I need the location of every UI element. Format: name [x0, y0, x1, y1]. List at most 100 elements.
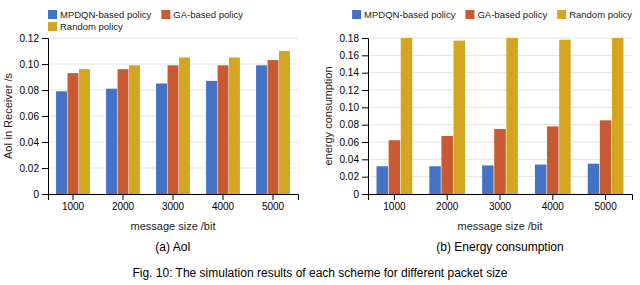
legend-item: GA-based policy: [161, 9, 243, 20]
x-tick-mark: [273, 194, 274, 200]
x-tick-mark: [605, 194, 606, 200]
y-tick: 0.08: [340, 119, 368, 130]
x-axis: 1000 2000 3000 4000 5000: [49, 194, 299, 212]
bar: [535, 165, 547, 194]
x-axis: 10002000300040005000: [369, 194, 633, 212]
bar: [547, 126, 559, 194]
y-axis: 00.020.040.060.080.100.120.140.160.18: [340, 33, 369, 200]
y-tick: 0.16: [340, 50, 368, 61]
legend: MPDQN-based policy GA-based policy Random …: [352, 9, 632, 20]
grid: [48, 38, 298, 194]
y-tick-mark: [362, 73, 368, 74]
bar: [279, 51, 290, 194]
y-axis-title: AoI in Receiver /s: [2, 72, 14, 159]
y-tick: 0.06: [340, 137, 368, 148]
bars: [377, 38, 624, 194]
panel-title: (a) AoI: [155, 240, 190, 254]
bar: [389, 140, 401, 194]
y-tick-label: 0.12: [20, 33, 40, 44]
y-tick-label: 0.04: [340, 154, 360, 165]
legend-label: Random policy: [60, 21, 123, 32]
x-tick-label: 1000: [62, 201, 85, 212]
legend-item: GA-based policy: [465, 9, 547, 20]
bar: [129, 65, 140, 194]
legend-swatch: [161, 10, 170, 19]
bar: [588, 164, 600, 194]
y-tick: 0.06: [20, 111, 48, 122]
legend-swatch: [48, 22, 57, 31]
y-tick-mark: [362, 142, 368, 143]
x-tick: 4000: [212, 194, 235, 212]
x-axis-title: message size /bit: [131, 220, 216, 232]
bar: [168, 65, 179, 194]
y-tick-mark: [42, 116, 48, 117]
y-tick-mark: [42, 168, 48, 169]
y-tick-label: 0.16: [340, 50, 360, 61]
bar: [118, 69, 129, 194]
x-tick: 5000: [262, 194, 285, 212]
x-axis-line: [369, 195, 633, 201]
y-tick-mark: [42, 90, 48, 91]
figure: MPDQN-based policy GA-based policy Random …: [0, 0, 640, 285]
y-tick: 0.08: [20, 85, 48, 96]
y-tick-mark: [42, 64, 48, 65]
bar-series: [79, 51, 290, 194]
bar-series: [389, 120, 612, 194]
x-tick-label: 2000: [112, 201, 135, 212]
x-tick-mark: [173, 194, 174, 200]
y-tick-mark: [42, 142, 48, 143]
bar: [494, 129, 506, 194]
grid-line: [48, 38, 298, 39]
bar: [377, 166, 389, 194]
y-tick-label: 0: [353, 189, 359, 200]
x-tick: 3000: [162, 194, 185, 212]
x-tick: 2000: [436, 194, 459, 212]
legend-swatch: [48, 10, 57, 19]
y-tick-label: 0.06: [340, 137, 360, 148]
x-tick-mark: [394, 194, 395, 200]
legend-label: GA-based policy: [173, 9, 243, 20]
y-axis-line: [362, 39, 369, 195]
legend-label: MPDQN-based policy: [364, 9, 456, 20]
bars: [56, 51, 290, 194]
x-tick-mark: [123, 194, 124, 200]
legend-item: Random policy: [557, 9, 632, 20]
x-tick-mark: [500, 194, 501, 200]
bar: [482, 165, 494, 194]
bar: [229, 58, 240, 195]
x-tick-label: 5000: [594, 201, 617, 212]
y-tick-label: 0.10: [20, 59, 40, 70]
y-axis-title: energy consumption: [322, 66, 334, 165]
y-tick: 0.04: [340, 154, 368, 165]
x-tick-mark: [73, 194, 74, 200]
legend-item: MPDQN-based policy: [48, 9, 152, 20]
y-tick-mark: [362, 177, 368, 178]
y-tick-label: 0.10: [340, 102, 360, 113]
bar: [268, 60, 279, 194]
y-tick: 0.10: [20, 59, 48, 70]
x-axis-title: message size /bit: [458, 220, 543, 232]
legend-swatch: [557, 10, 566, 19]
legend: MPDQN-based policy GA-based policy Random …: [48, 9, 243, 32]
chart-panel: 1000200030004000500000.020.040.060.080.1…: [322, 33, 633, 254]
y-tick-label: 0.08: [20, 85, 40, 96]
bar-series: [68, 60, 279, 194]
y-tick-mark: [362, 107, 368, 108]
y-tick-label: 0.14: [340, 67, 360, 78]
bar-series: [401, 38, 624, 194]
y-tick: 0: [33, 189, 48, 200]
x-tick-label: 4000: [212, 201, 235, 212]
x-tick: 4000: [542, 194, 565, 212]
grid: [368, 38, 632, 194]
bar: [441, 136, 453, 194]
bar: [600, 120, 612, 194]
y-tick-label: 0.02: [340, 171, 360, 182]
x-tick: 1000: [62, 194, 85, 212]
y-tick-label: 0.04: [20, 137, 40, 148]
bar: [454, 41, 466, 194]
y-tick-label: 0.12: [340, 85, 360, 96]
legend-label: MPDQN-based policy: [60, 9, 152, 20]
y-tick: 0.02: [20, 163, 48, 174]
chart-panel: 1000 2000 3000 4000 5000 0 0.02 0.04 0.06 0.08 0.1…: [2, 33, 299, 254]
y-tick-label: 0.02: [20, 163, 40, 174]
